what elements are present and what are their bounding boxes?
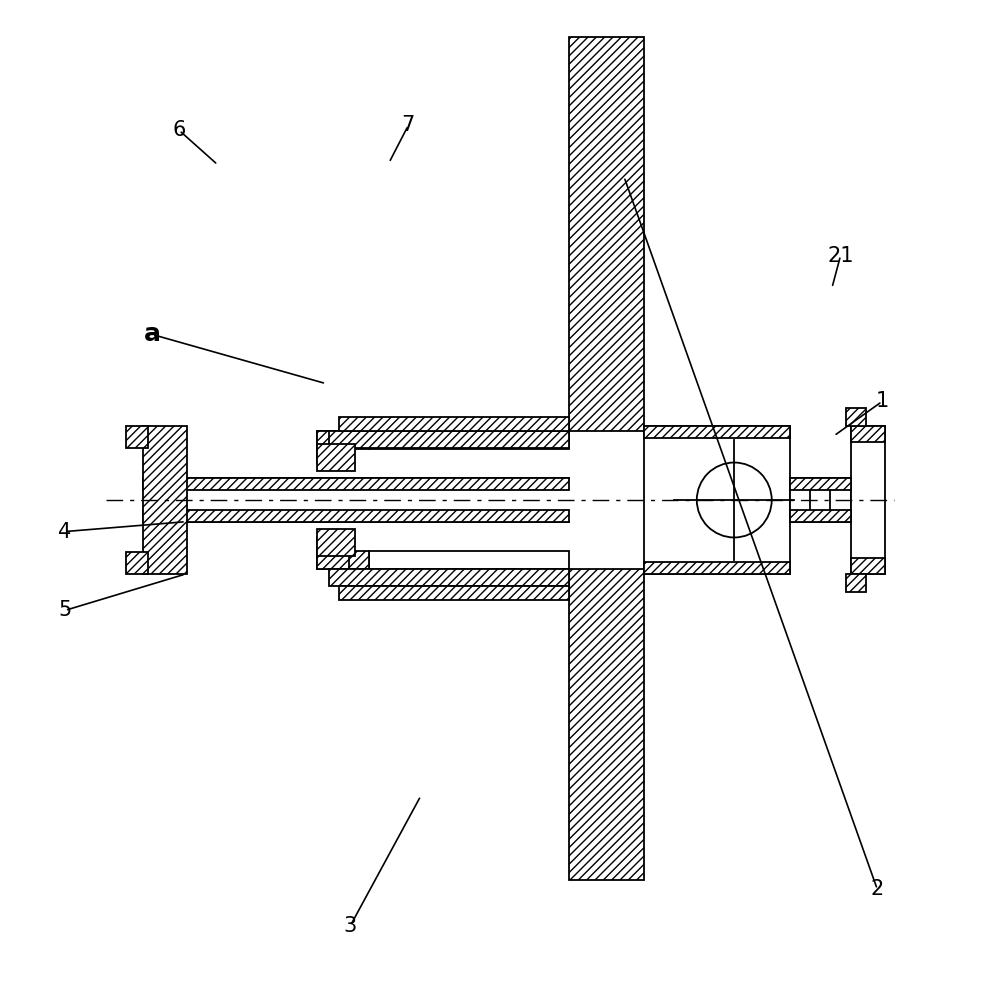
Bar [143,426,187,574]
Bar [569,569,644,880]
Bar [569,37,644,431]
Bar [143,478,569,490]
Circle shape [697,463,772,537]
Bar [318,431,349,463]
Text: 7: 7 [401,115,415,135]
Bar [143,510,569,522]
Text: 3: 3 [343,916,357,936]
Bar [339,586,569,600]
Bar [143,490,569,510]
Bar [851,558,885,574]
Bar [369,431,569,449]
Bar [846,408,865,426]
Bar [851,426,885,442]
Text: 4: 4 [58,522,72,542]
Bar [318,431,369,449]
Bar [851,426,885,574]
Bar [790,478,851,490]
Text: 2: 2 [871,879,884,899]
Text: 6: 6 [173,120,185,140]
Text: a: a [143,322,161,346]
Bar [318,444,355,471]
Bar [644,562,790,574]
Bar [644,426,790,438]
Bar [330,431,569,448]
Text: 1: 1 [876,391,889,411]
Bar [644,426,790,574]
Text: 5: 5 [58,600,72,620]
Bar [369,551,569,569]
Bar [790,478,851,522]
Bar [318,529,355,556]
Bar [127,552,148,574]
Bar [790,510,851,522]
Bar [318,551,369,569]
Bar [330,569,569,586]
Bar [318,537,349,569]
Text: 21: 21 [827,246,853,266]
Bar [127,426,148,448]
Bar [339,417,569,431]
Bar [846,574,865,592]
